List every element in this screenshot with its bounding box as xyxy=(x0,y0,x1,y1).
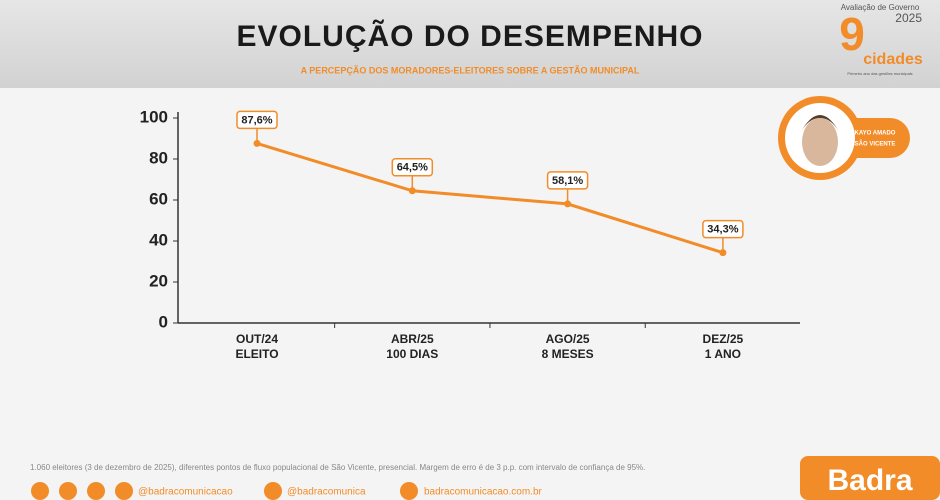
line xyxy=(256,141,724,255)
footnote: 1.060 eleitores (3 de dezembro de 2025),… xyxy=(30,463,645,472)
point xyxy=(253,139,261,147)
header-band xyxy=(0,0,940,88)
website: badracomunicacao.com.br xyxy=(424,487,543,498)
x-tick-label: ABR/25 xyxy=(391,332,434,346)
social-row: @badracomunicacao @badracomunica badraco… xyxy=(31,482,543,500)
label-box xyxy=(702,219,744,239)
point xyxy=(719,249,727,257)
data-label: 87,6% xyxy=(241,114,272,126)
label-box xyxy=(391,158,434,177)
profile-name: KAYO AMADO xyxy=(855,131,896,137)
subtitle: A PERCEPÇÃO DOS MORADORES-ELEITORES SOBR… xyxy=(301,65,640,75)
y-tick-label: 100 xyxy=(140,107,168,126)
y-tick-label: 20 xyxy=(149,271,168,290)
brand: Badra xyxy=(827,464,912,497)
x-tick-sublabel: 1 ANO xyxy=(705,347,741,361)
logo-year: 2025 xyxy=(895,11,922,25)
profile-city: SÃO VICENTE xyxy=(855,141,896,148)
web-icon xyxy=(400,482,418,500)
label-box xyxy=(546,171,589,190)
logo-tagline: Primeiro ano das gestões municipais xyxy=(847,71,912,76)
youtube-icon xyxy=(87,482,105,500)
y-tick-label: 80 xyxy=(149,148,168,167)
x-tick-label: OUT/24 xyxy=(236,332,278,346)
label-box xyxy=(236,110,278,130)
profile-hair xyxy=(802,115,838,130)
logo-number: 9 xyxy=(839,8,865,60)
x-tick-sublabel: 8 MESES xyxy=(542,347,594,361)
social-handle: @badracomunicacao xyxy=(138,487,233,498)
profile-face xyxy=(802,118,838,166)
point xyxy=(564,200,572,208)
brand-box xyxy=(800,456,940,500)
y-tick-label: 0 xyxy=(159,312,168,331)
x-tick-label: AGO/25 xyxy=(546,332,590,346)
data-label: 58,1% xyxy=(552,175,583,187)
x-tick-label: DEZ/25 xyxy=(703,332,744,346)
profile-badge: KAYO AMADO SÃO VICENTE xyxy=(778,96,910,180)
instagram-icon xyxy=(59,482,77,500)
title: EVOLUÇÃO DO DESEMPENHO xyxy=(236,19,703,53)
x-tick-sublabel: 100 DIAS xyxy=(386,347,438,361)
y-tick-label: 60 xyxy=(149,189,168,208)
logo-line: Avaliação de Governo xyxy=(841,3,920,12)
facebook-icon xyxy=(31,482,49,500)
y-tick-label: 40 xyxy=(149,230,168,249)
x-tick-sublabel: ELEITO xyxy=(235,347,278,361)
data-label: 64,5% xyxy=(397,162,428,174)
social-handle: @badracomunica xyxy=(287,487,366,498)
x-icon xyxy=(264,482,282,500)
logo-word: cidades xyxy=(863,51,923,68)
point xyxy=(408,187,416,195)
data-label: 34,3% xyxy=(707,224,738,236)
threads-icon xyxy=(115,482,133,500)
